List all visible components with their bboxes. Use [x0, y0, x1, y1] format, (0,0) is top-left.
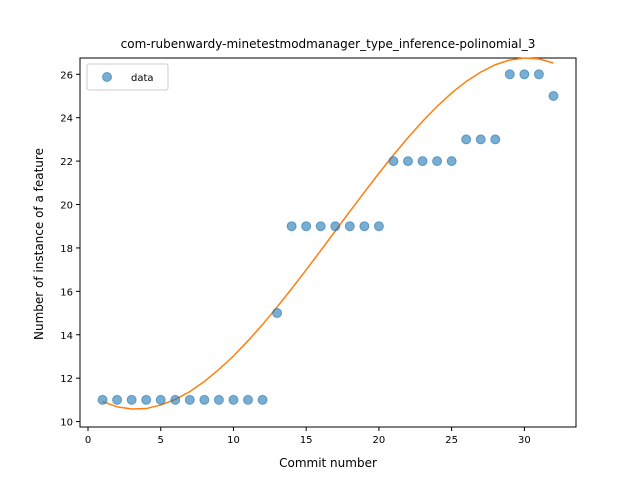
data-point [389, 157, 398, 166]
data-point [360, 222, 369, 231]
data-point [113, 395, 122, 404]
data-point [273, 309, 282, 318]
data-point [345, 222, 354, 231]
data-point [171, 395, 180, 404]
y-tick-label: 14 [60, 331, 73, 342]
data-point [214, 395, 223, 404]
x-tick-label: 0 [85, 435, 91, 446]
legend-marker-data [103, 73, 112, 82]
data-point [302, 222, 311, 231]
x-tick-label: 5 [158, 435, 164, 446]
x-tick-label: 20 [373, 435, 386, 446]
data-point [476, 135, 485, 144]
data-point [331, 222, 340, 231]
x-tick-label: 25 [445, 435, 458, 446]
legend: data [87, 64, 168, 90]
y-tick-label: 26 [60, 70, 73, 81]
y-tick-label: 18 [60, 244, 73, 255]
data-point [127, 395, 136, 404]
data-point [549, 91, 558, 100]
data-point [258, 395, 267, 404]
data-point [491, 135, 500, 144]
y-axis-label: Number of instance of a feature [32, 148, 46, 340]
data-point [185, 395, 194, 404]
x-tick-label: 15 [300, 435, 313, 446]
data-point [447, 157, 456, 166]
data-point [520, 70, 529, 79]
data-point [505, 70, 514, 79]
y-tick-label: 12 [60, 374, 73, 385]
data-point [316, 222, 325, 231]
data-point [98, 395, 107, 404]
x-tick-label: 30 [518, 435, 531, 446]
data-point [418, 157, 427, 166]
y-tick-label: 10 [60, 418, 73, 429]
x-axis-label: Commit number [279, 456, 377, 470]
y-tick-label: 20 [60, 201, 73, 212]
data-point [156, 395, 165, 404]
data-point [244, 395, 253, 404]
data-point [229, 395, 238, 404]
legend-box [87, 64, 168, 90]
y-tick-label: 16 [60, 287, 73, 298]
chart-title: com-rubenwardy-minetestmodmanager_type_i… [121, 37, 536, 51]
legend-label-data: data [131, 73, 154, 84]
data-point [404, 157, 413, 166]
data-point [433, 157, 442, 166]
data-point [200, 395, 209, 404]
y-tick-label: 22 [60, 157, 73, 168]
x-tick-label: 10 [227, 435, 240, 446]
y-tick-label: 24 [60, 114, 73, 125]
data-point [142, 395, 151, 404]
data-point [534, 70, 543, 79]
data-point [287, 222, 296, 231]
data-point [374, 222, 383, 231]
data-point [462, 135, 471, 144]
